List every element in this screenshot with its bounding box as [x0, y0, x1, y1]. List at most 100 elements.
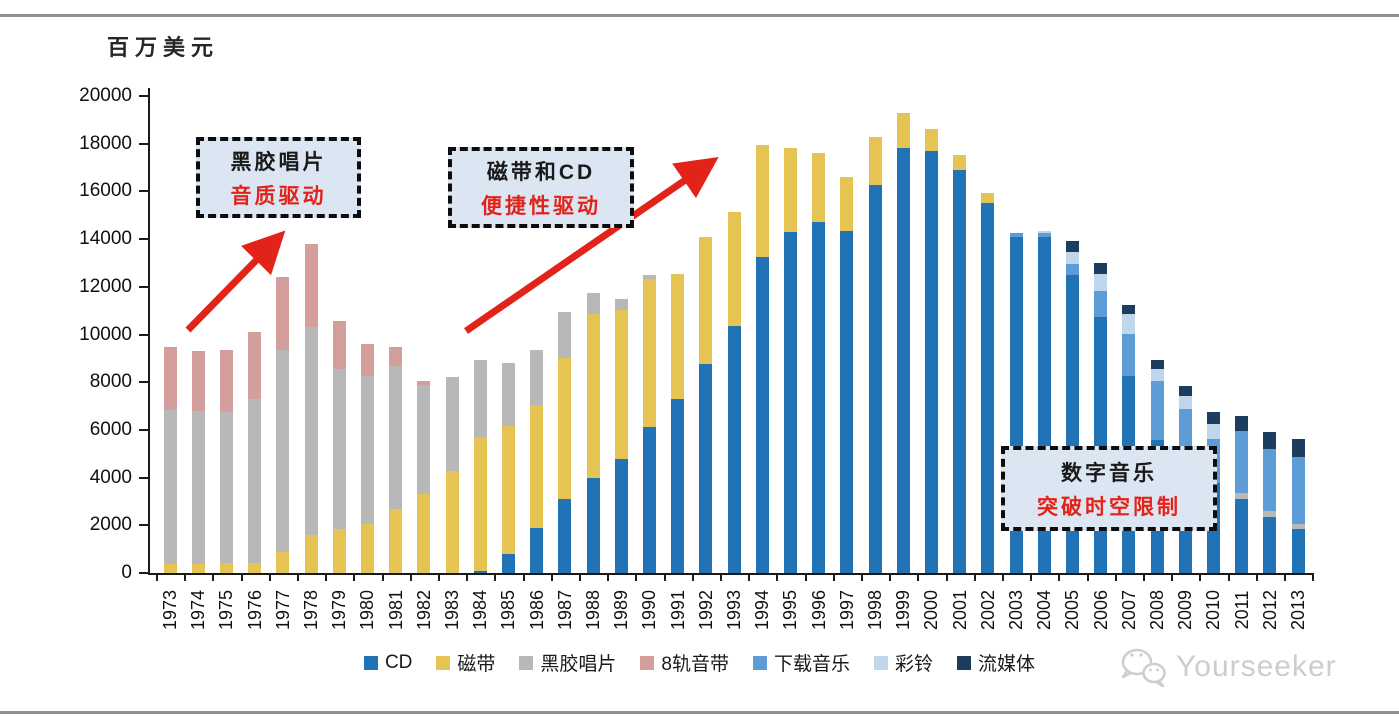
bar-segment-黑胶唱片	[248, 398, 262, 563]
annotation-digital-title: 数字音乐	[1061, 461, 1157, 485]
bar-segment-黑胶唱片	[586, 293, 600, 314]
x-axis-tick	[381, 574, 384, 581]
legend-swatch-黑胶唱片	[519, 655, 534, 670]
bar-segment-黑胶唱片	[614, 298, 628, 310]
x-axis-year-label: 2002	[977, 589, 998, 631]
bottom-divider	[0, 711, 1399, 714]
bar-segment-彩铃	[1122, 313, 1136, 335]
y-axis-tick-label: 2000	[89, 514, 132, 536]
bar-segment-CD	[699, 363, 713, 573]
bar-segment-下载音乐	[1291, 457, 1305, 524]
bar-segment-磁带	[473, 436, 487, 571]
bar-segment-磁带	[530, 404, 544, 529]
x-axis-year-label: 1977	[272, 589, 293, 631]
bar-segment-黑胶唱片	[501, 363, 515, 427]
x-axis-tick	[1171, 574, 1174, 581]
x-axis-tick	[268, 574, 271, 581]
bar-segment-黑胶唱片	[473, 360, 487, 437]
bar-segment-下载音乐	[1150, 381, 1164, 440]
bar-segment-黑胶唱片	[332, 368, 346, 529]
y-axis-tick	[139, 285, 148, 288]
x-axis-year-label: 2012	[1259, 589, 1280, 631]
bar-segment-8轨音带	[191, 350, 205, 411]
x-axis-tick	[832, 574, 835, 581]
x-axis-tick	[578, 574, 581, 581]
bar-segment-8轨音带	[360, 344, 374, 377]
bar-segment-磁带	[614, 309, 628, 459]
x-axis-tick	[748, 574, 751, 581]
x-axis-year-label: 1996	[808, 589, 829, 631]
y-axis-tick	[139, 428, 148, 431]
y-axis-tick-label: 0	[121, 562, 132, 583]
bar-segment-CD	[530, 528, 544, 573]
x-axis-year-label: 1987	[554, 589, 575, 631]
x-axis-year-label: 1989	[611, 589, 632, 631]
x-axis-year-label: 1988	[583, 589, 603, 631]
x-axis-tick	[353, 574, 356, 581]
bar-segment-彩铃	[1065, 251, 1079, 265]
x-axis-year-label: 2009	[1175, 589, 1196, 631]
x-axis-year-label: 1993	[724, 589, 744, 631]
x-axis-tick	[184, 574, 187, 581]
bar-segment-CD	[614, 458, 628, 573]
x-axis-tick	[719, 574, 722, 581]
y-axis-tick	[139, 238, 148, 241]
x-axis-year-label: 1999	[893, 589, 914, 631]
bar-segment-流媒体	[1065, 241, 1079, 252]
x-axis-tick	[1114, 574, 1117, 581]
bar-segment-下载音乐	[1122, 334, 1136, 377]
y-axis-unit-label: 百万美元	[107, 35, 220, 60]
bar-segment-黑胶唱片	[304, 327, 318, 536]
x-axis-year-label: 2006	[1090, 589, 1111, 631]
legend-label: 下载音乐	[774, 654, 851, 675]
y-axis-tick	[139, 333, 148, 336]
bar-segment-磁带	[896, 112, 910, 149]
x-axis-year-label: 2008	[1147, 589, 1167, 631]
x-axis-tick	[296, 574, 299, 581]
x-axis-year-label: 1973	[160, 589, 180, 631]
bar-segment-磁带	[248, 562, 262, 573]
watermark-text: Yourseeker	[1176, 650, 1337, 683]
bar-segment-磁带	[953, 154, 967, 170]
bar-segment-磁带	[501, 426, 515, 555]
bar-segment-流媒体	[1206, 412, 1220, 424]
y-axis-line	[148, 88, 150, 575]
bar-segment-磁带	[812, 153, 826, 223]
y-axis-tick-label: 12000	[79, 275, 132, 297]
bar-segment-CD	[671, 398, 685, 573]
y-axis-tick	[139, 381, 148, 384]
annotation-tape-cd-title: 磁带和CD	[486, 160, 596, 184]
bar-segment-CD	[896, 148, 910, 573]
bar-segment-磁带	[417, 493, 431, 573]
bar-segment-磁带	[981, 193, 995, 204]
y-axis-tick-label: 18000	[79, 132, 132, 154]
annotation-tape-cd-subtitle: 便捷性驱动	[481, 194, 601, 218]
watermark: Yourseeker	[1118, 646, 1337, 688]
bar-segment-磁带	[727, 211, 741, 326]
bar-segment-CD	[727, 325, 741, 573]
bar-segment-磁带	[642, 278, 656, 427]
legend-item-黑胶唱片: 黑胶唱片	[519, 649, 616, 676]
x-axis-tick	[889, 574, 892, 581]
y-axis-tick-label: 14000	[79, 228, 132, 250]
bar-segment-8轨音带	[332, 320, 346, 369]
bar-segment-CD	[924, 150, 938, 573]
bar-segment-黑胶唱片	[360, 376, 374, 524]
bar-segment-流媒体	[1235, 415, 1249, 431]
x-axis-year-label: 1979	[329, 589, 350, 631]
bar-segment-CD	[501, 554, 515, 573]
top-divider	[0, 14, 1399, 17]
bar-segment-下载音乐	[1009, 233, 1023, 237]
x-axis-year-label: 1986	[526, 589, 547, 631]
bar-segment-CD	[812, 222, 826, 573]
bar-segment-CD	[1291, 528, 1305, 573]
bar-segment-磁带	[219, 563, 233, 573]
x-axis-tick	[663, 574, 666, 581]
annotation-digital-subtitle: 突破时空限制	[1037, 495, 1181, 519]
y-axis-tick	[139, 95, 148, 97]
legend-item-彩铃: 彩铃	[874, 649, 933, 676]
x-axis-tick	[917, 574, 920, 581]
x-axis-tick	[973, 574, 976, 581]
bar-segment-黑胶唱片	[1263, 510, 1277, 518]
